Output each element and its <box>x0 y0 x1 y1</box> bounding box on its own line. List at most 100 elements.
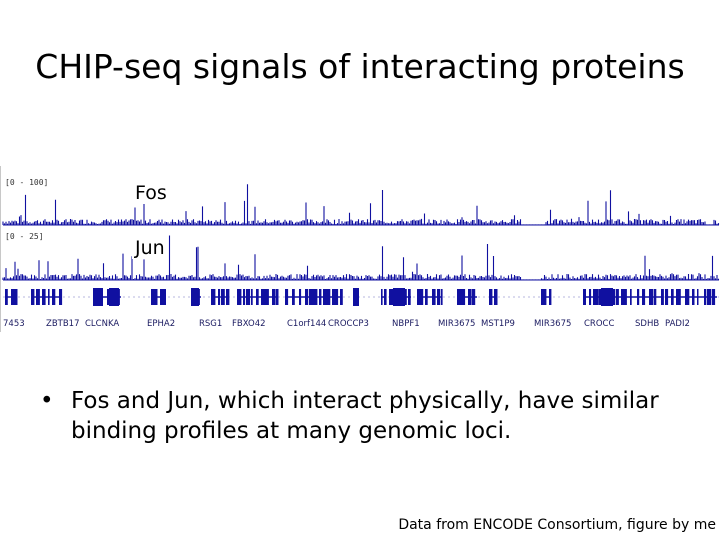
gene-name-label: CROCCP3 <box>328 319 369 329</box>
gene-exon <box>685 289 690 305</box>
gene-exon <box>599 289 603 305</box>
gene-exon <box>621 289 626 305</box>
gene-exon <box>420 289 424 305</box>
gene-exon <box>671 289 674 305</box>
gene-exon <box>704 289 707 305</box>
gene-exon <box>544 289 547 305</box>
gene-exon <box>276 289 279 305</box>
gene-exon <box>163 289 166 305</box>
gene-exon <box>237 289 242 305</box>
gene-exon <box>332 289 337 305</box>
gene-block-5 <box>601 288 613 306</box>
gene-exon <box>692 289 695 305</box>
gene-exon <box>432 289 436 305</box>
fos-track-range: [0 - 100] <box>5 178 49 187</box>
gene-block-0 <box>93 288 103 306</box>
fos-track-label: Fos <box>132 182 170 204</box>
slide-title: CHIP-seq signals of interacting proteins <box>35 47 685 86</box>
gene-exon <box>457 289 462 305</box>
genome-tracks-svg: 7453 ZBTB17 CLCNKA EPHA2 RSG1 FBXO42 C1orf144 C… <box>2 184 720 329</box>
gene-block-2 <box>191 288 199 306</box>
gene-exon <box>616 289 619 305</box>
gene-exon <box>292 289 295 305</box>
gene-exon <box>313 289 318 305</box>
fos-signal-track <box>2 184 720 225</box>
gene-exon <box>155 289 158 305</box>
gene-name-label: MIR3675 <box>534 319 571 329</box>
gene-block-4 <box>393 288 405 306</box>
gene-exon <box>256 289 259 305</box>
gene-name-label: CROCC <box>584 319 614 329</box>
gene-exon <box>389 289 393 305</box>
gene-exon <box>261 289 266 305</box>
credit-text: Data from ENCODE Consortium, figure by m… <box>398 517 716 533</box>
gene-exon <box>549 289 552 305</box>
gene-exon <box>679 289 681 305</box>
gene-exon <box>11 289 16 305</box>
jun-signal-track <box>2 235 720 280</box>
gene-exon <box>160 289 165 305</box>
gene-exon <box>437 289 441 305</box>
gene-exon <box>661 289 664 305</box>
gene-exon <box>404 289 407 305</box>
gene-name-label: RSG1 <box>199 319 222 329</box>
genome-browser-figure: 7453 ZBTB17 CLCNKA EPHA2 RSG1 FBXO42 C1orf144 C… <box>0 166 720 332</box>
gene-exon <box>642 289 646 305</box>
gene-exon <box>15 289 18 305</box>
gene-exon <box>335 289 339 305</box>
gene-exon <box>665 289 669 305</box>
gene-exon <box>596 289 599 305</box>
gene-exon <box>541 289 546 305</box>
gene-exon <box>52 289 56 305</box>
gene-name-label: CLCNKA <box>85 319 119 329</box>
gene-exon <box>299 289 302 305</box>
gene-exon <box>251 289 253 305</box>
gene-name-label: C1orf144 <box>287 319 326 329</box>
gene-exon <box>425 289 428 305</box>
gene-name-label: MST1P9 <box>481 319 515 329</box>
gene-exon <box>305 289 309 305</box>
gene-block-1 <box>109 288 119 306</box>
gene-exon <box>624 289 627 305</box>
gene-exon <box>211 289 216 305</box>
gene-exon <box>712 289 716 305</box>
gene-exon <box>417 289 421 305</box>
gene-exon <box>589 289 592 305</box>
gene-exon <box>285 289 289 305</box>
gene-name-label: EPHA2 <box>147 319 175 329</box>
gene-exon <box>654 289 657 305</box>
gene-exon <box>676 289 680 305</box>
gene-exon <box>384 289 387 305</box>
gene-exon <box>59 289 63 305</box>
gene-exon <box>472 289 476 305</box>
gene-exon <box>265 289 269 305</box>
gene-exon <box>5 289 8 305</box>
gene-exon <box>221 289 225 305</box>
gene-exon <box>340 289 343 305</box>
gene-exon <box>323 289 326 305</box>
gene-exon <box>226 289 230 305</box>
gene-exon <box>243 289 246 305</box>
gene-exon <box>489 289 493 305</box>
gene-exon <box>649 289 654 305</box>
bullet-text: Fos and Jun, which interact physically, … <box>71 388 659 444</box>
gene-exon <box>408 289 411 305</box>
jun-track-label: Jun <box>132 237 168 259</box>
gene-exon <box>697 289 699 305</box>
gene-block-3 <box>353 288 359 306</box>
gene-exon <box>611 289 616 305</box>
gene-exon <box>468 289 472 305</box>
bullet-marker: • <box>40 388 54 414</box>
gene-name-label: MIR3675 <box>438 319 475 329</box>
gene-exon <box>48 289 50 305</box>
gene-exon <box>218 289 221 305</box>
gene-exon <box>494 289 498 305</box>
jun-track-range: [0 - 25] <box>5 232 44 241</box>
gene-name-label: SDHB <box>635 319 659 329</box>
gene-exon <box>42 289 46 305</box>
gene-exon <box>309 289 314 305</box>
gene-exon <box>36 289 40 305</box>
gene-exon <box>151 289 156 305</box>
gene-name-label: 7453 <box>3 319 25 329</box>
gene-exon <box>381 289 383 305</box>
